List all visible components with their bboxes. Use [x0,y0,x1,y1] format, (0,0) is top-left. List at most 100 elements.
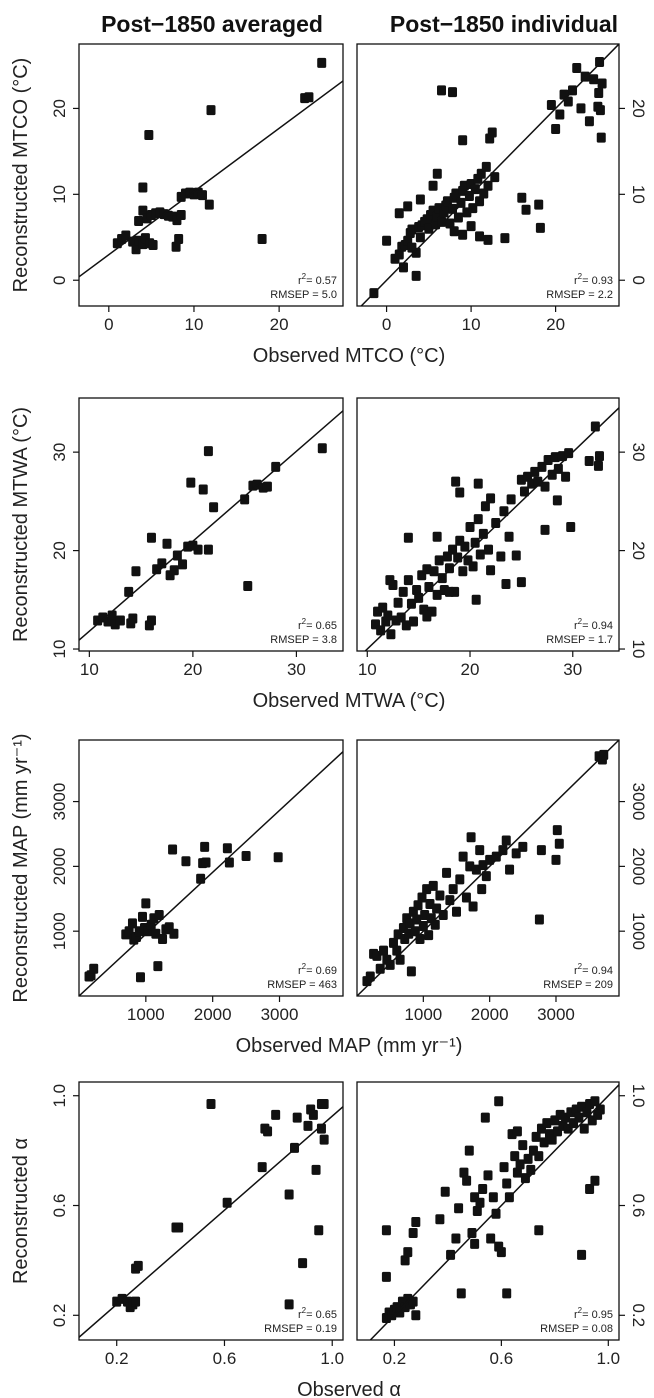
mtwa-averaged-frame [78,397,344,652]
mtwa-averaged-point [146,532,156,543]
mtwa-averaged-point [193,544,203,555]
alpha-averaged-point [263,1126,273,1137]
mtwa-averaged-point [203,544,213,555]
mtwa-averaged-x-tick-label: 10 [80,660,99,679]
alpha-individual-frame [356,1081,620,1341]
map-averaged-point [135,972,145,983]
map-averaged-point [158,933,168,944]
alpha-individual-point [590,1175,600,1186]
mtwa-individual-point [458,566,468,577]
alpha-averaged-frame [78,1081,344,1341]
mtwa-individual-point [471,594,481,605]
alpha-averaged-point [131,1296,141,1307]
alpha-individual-point [480,1112,490,1123]
mtwa-averaged-r2-label: r2= 0.65 [298,617,337,632]
map-individual-point [435,890,445,901]
mtwa-individual-point [460,541,470,552]
alpha-individual-x-tick-label: 0.2 [383,1349,407,1368]
alpha-averaged-point [271,1109,281,1120]
mtwa-individual-point [468,561,478,572]
alpha-individual-r2-label: r2= 0.95 [574,1306,613,1321]
map-averaged-point [273,852,283,863]
mtwa-averaged-point [146,615,156,626]
mtwa-averaged-point [115,615,125,626]
alpha-individual-point [411,1216,421,1227]
mtwa-individual-point [403,532,413,543]
mtwa-individual-r2-label: r2= 0.94 [574,617,613,632]
mtco-averaged-point [138,182,148,193]
mtco-individual-point [534,199,544,210]
map-individual-point [536,845,546,856]
alpha-individual-point [574,1112,584,1123]
mtco-individual-point [584,116,594,127]
map-averaged-plot-area [79,751,343,996]
map-averaged-point [154,909,164,920]
mtwa-individual-x-tick-label: 30 [563,660,582,679]
mtwa-individual-point [550,452,560,463]
map-averaged-fit-line [79,751,343,996]
map-individual-point [438,909,448,920]
mtco-averaged-point [144,130,154,141]
alpha-individual-point [408,1227,418,1238]
mtco-individual-point [535,222,545,233]
mtwa-individual-point [403,575,413,586]
mtwa-averaged-point [162,538,172,549]
mtwa-averaged-y-tick-label: 10 [50,640,69,659]
mtwa-averaged-point [178,559,188,570]
map-x-axis-label: Observed MAP (mm yr⁻¹) [236,1035,463,1057]
mtco-averaged-frame [78,43,344,307]
map-individual-point [442,867,452,878]
mtwa-individual-point [406,598,416,609]
alpha-individual-point [585,1184,595,1195]
mtwa-individual-point [561,471,571,482]
mtco-individual-point [546,99,556,110]
mtwa-individual-y-tick-label: 30 [629,443,648,462]
mtco-individual-point [597,78,607,89]
map-y-axis-label: Reconstructed MAP (mm yr⁻¹) [10,733,32,1002]
mtwa-individual-point [444,586,454,597]
map-individual-point [458,851,468,862]
mtwa-individual-point [540,481,550,492]
alpha-individual-point [534,1225,544,1236]
mtco-averaged-point [174,233,184,244]
alpha-individual-point [483,1170,493,1181]
map-individual-point [418,921,428,932]
mtwa-averaged-point [124,586,134,597]
alpha-individual-point [411,1310,421,1321]
mtwa-individual-point [475,549,485,560]
mtco-averaged-point [206,105,216,116]
mtco-averaged-point [171,241,181,252]
mtwa-individual-point [409,616,419,627]
alpha-individual-point [494,1096,504,1107]
mtwa-individual-x-tick-label: 10 [358,660,377,679]
mtwa-averaged-plot-area [79,410,343,641]
map-individual-point [552,825,562,836]
mtco-averaged-point [138,205,148,216]
map-individual-point [468,901,478,912]
map-averaged-point [222,843,232,854]
mtwa-individual-point [451,476,461,487]
mtco-individual-x-tick-label: 20 [546,315,565,334]
mtwa-averaged-y-tick-label: 30 [50,443,69,462]
alpha-averaged-y-tick-label: 0.6 [50,1194,69,1218]
mtwa-individual-point [540,524,550,535]
mtwa-individual-point [393,597,403,608]
alpha-individual-rmsep-label: RMSEP = 0.08 [540,1323,613,1335]
mtco-individual-point [432,168,442,179]
alpha-individual-point [470,1238,480,1249]
alpha-individual-point [542,1118,552,1129]
alpha-averaged-point [206,1098,216,1109]
mtwa-individual-rmsep-label: RMSEP = 1.7 [546,634,613,646]
mtco-individual-point [415,232,425,243]
alpha-individual-point [400,1255,410,1266]
mtwa-averaged-point [128,613,138,624]
alpha-individual-point [595,1104,605,1115]
map-individual-point [534,914,544,925]
mtco-averaged-point [131,244,141,255]
map-individual-point [505,864,515,875]
map-averaged-point [89,963,99,974]
alpha-individual-point [403,1247,413,1258]
alpha-averaged-point [284,1299,294,1310]
map-averaged-frame [78,739,344,997]
map-individual-y-tick-label: 3000 [629,783,648,821]
